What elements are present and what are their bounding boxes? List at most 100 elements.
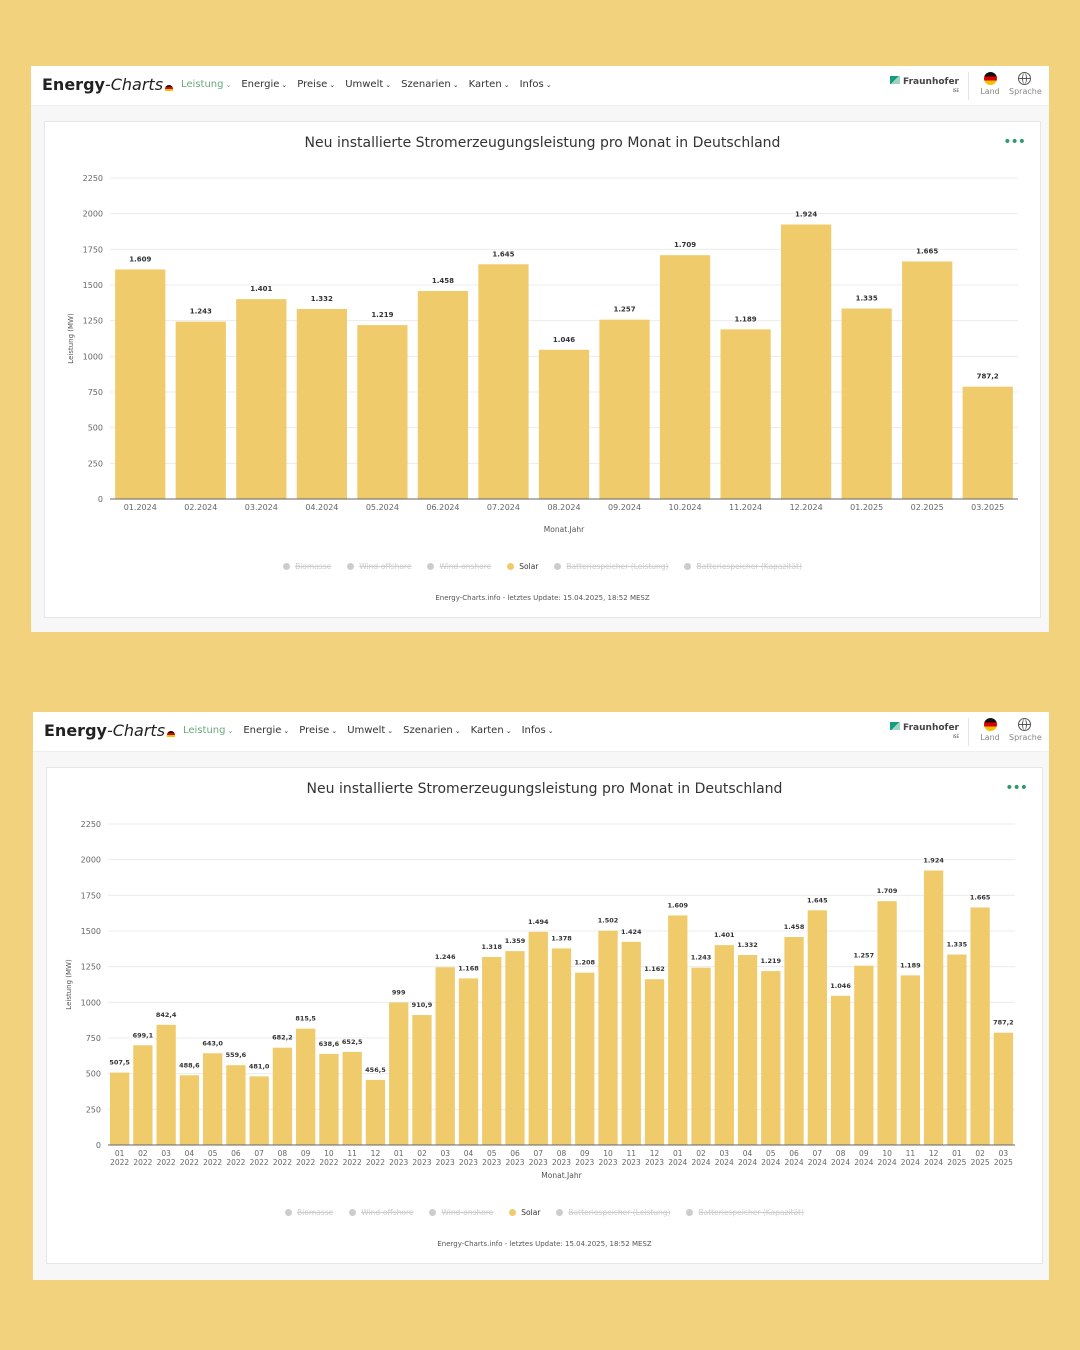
menu-leistung[interactable]: Leistung ⌄ xyxy=(183,725,233,736)
menu-energie[interactable]: Energie ⌄ xyxy=(241,79,287,90)
bar xyxy=(737,954,758,1145)
x-tick-label: 02 xyxy=(138,1149,148,1158)
bar-chart: 0 250 500 750 1000 1250 1500 1750 2000 2250 Leistu… xyxy=(67,174,1018,534)
data-label: 1.609 xyxy=(668,901,689,909)
y-tick-label: 1750 xyxy=(81,891,101,900)
x-tick-label: 05 xyxy=(208,1149,218,1158)
bar xyxy=(296,1028,316,1145)
legend-item[interactable]: Batteriespeicher (Leistung) xyxy=(554,562,668,571)
bar xyxy=(854,965,874,1145)
menu-umwelt[interactable]: Umwelt ⌄ xyxy=(347,725,393,736)
legend-item[interactable]: Biomasse xyxy=(285,1208,333,1217)
menu-szenarien[interactable]: Szenarien ⌄ xyxy=(401,79,458,90)
legend-item[interactable]: Wind-offshore xyxy=(347,562,411,571)
legend-item[interactable]: Wind-offshore xyxy=(349,1208,413,1217)
data-label: 456,5 xyxy=(365,1066,386,1074)
x-tick-label: 12.2024 xyxy=(790,503,823,512)
land-button[interactable]: Land xyxy=(975,72,1005,96)
menu-szenarien[interactable]: Szenarien ⌄ xyxy=(403,725,460,736)
legend-label: Batteriespeicher (Kapazität) xyxy=(698,1208,804,1217)
chart-footer: Energy-Charts.info - letztes Update: 15.… xyxy=(437,1240,652,1248)
x-tick-label: 04 xyxy=(185,1149,195,1158)
menu-infos[interactable]: Infos ⌄ xyxy=(520,79,552,90)
chevron-down-icon: ⌄ xyxy=(281,81,288,89)
x-tick-label: 08.2024 xyxy=(547,503,580,512)
bar xyxy=(528,931,548,1145)
y-tick-label: 1000 xyxy=(83,352,103,361)
bar xyxy=(621,941,641,1145)
energy-charts-logo[interactable]: Energy-Charts xyxy=(44,721,176,740)
y-tick-label: 1000 xyxy=(81,998,101,1007)
data-label: 1.189 xyxy=(735,315,757,323)
energy-charts-logo[interactable]: Energy-Charts xyxy=(42,75,174,94)
legend-item[interactable]: Biomasse xyxy=(283,562,331,571)
y-axis-title: Leistung (MW) xyxy=(67,313,75,364)
land-button[interactable]: Land xyxy=(975,718,1005,742)
x-tick-label: 2023 xyxy=(552,1158,571,1167)
bar xyxy=(784,936,804,1145)
y-tick-label: 1500 xyxy=(83,281,103,290)
menu-preise[interactable]: Preise ⌄ xyxy=(297,79,335,90)
x-tick-label: 2022 xyxy=(273,1158,292,1167)
bar xyxy=(109,1072,130,1145)
legend-item[interactable]: Batteriespeicher (Leistung) xyxy=(556,1208,670,1217)
x-tick-label: 03 xyxy=(161,1149,171,1158)
data-label: 1.709 xyxy=(877,887,898,895)
menu-karten[interactable]: Karten ⌄ xyxy=(471,725,512,736)
legend-dot-icon xyxy=(556,1209,564,1216)
x-tick-label: 04 xyxy=(464,1149,474,1158)
legend-dot-icon xyxy=(686,1209,694,1216)
legend-item[interactable]: Solar xyxy=(509,1208,540,1217)
x-tick-label: 2024 xyxy=(761,1158,780,1167)
x-tick-label: 05.2024 xyxy=(366,503,399,512)
bar xyxy=(175,321,226,499)
bar xyxy=(417,290,469,499)
data-label: 481,0 xyxy=(249,1062,270,1070)
sprache-button[interactable]: Sprache xyxy=(1009,718,1042,742)
bar xyxy=(435,967,455,1145)
chevron-down-icon: ⌄ xyxy=(385,81,392,89)
x-tick-label: 2022 xyxy=(226,1158,245,1167)
bar xyxy=(249,1076,269,1145)
x-tick-label: 01.2024 xyxy=(124,503,157,512)
legend-label: Solar xyxy=(521,1208,541,1217)
legend-label: Wind-onshore xyxy=(441,1208,494,1217)
legend-label: Batteriespeicher (Leistung) xyxy=(566,562,669,571)
x-tick-label: 2023 xyxy=(529,1158,548,1167)
bar xyxy=(505,951,525,1145)
menu-leistung[interactable]: Leistung ⌄ xyxy=(181,79,231,90)
x-tick-label: 01 xyxy=(673,1149,683,1158)
legend-item[interactable]: Wind-onshore xyxy=(429,1208,493,1217)
legend-item[interactable]: Solar xyxy=(507,562,538,571)
bar xyxy=(599,319,650,499)
menu-karten[interactable]: Karten ⌄ xyxy=(469,79,510,90)
more-options-icon[interactable]: ••• xyxy=(1003,134,1026,150)
legend-item[interactable]: Batteriespeicher (Kapazität) xyxy=(686,1208,804,1217)
data-label: 1.494 xyxy=(528,918,549,926)
data-label: 1.609 xyxy=(129,255,151,263)
x-tick-label: 2024 xyxy=(878,1158,897,1167)
menu-label: Umwelt xyxy=(345,79,384,90)
legend-item[interactable]: Wind-onshore xyxy=(427,562,491,571)
fraunhofer-logo[interactable]: Fraunhofer ISE xyxy=(890,722,959,739)
sprache-button[interactable]: Sprache xyxy=(1009,72,1042,96)
more-options-icon[interactable]: ••• xyxy=(1005,780,1028,796)
legend-item[interactable]: Batteriespeicher (Kapazität) xyxy=(684,562,802,571)
bar xyxy=(877,901,897,1145)
fraunhofer-logo[interactable]: Fraunhofer ISE xyxy=(890,76,959,93)
chart-footer: Energy-Charts.info - letztes Update: 15.… xyxy=(435,594,650,602)
german-flag-icon xyxy=(983,72,997,85)
x-tick-label: 2023 xyxy=(436,1158,455,1167)
data-label: 1.645 xyxy=(492,250,514,258)
chevron-down-icon: ⌄ xyxy=(225,81,232,89)
legend-dot-icon xyxy=(347,563,355,570)
menu-preise[interactable]: Preise ⌄ xyxy=(299,725,337,736)
x-tick-label: 04 xyxy=(743,1149,753,1158)
menu-umwelt[interactable]: Umwelt ⌄ xyxy=(345,79,391,90)
legend-label: Batteriespeicher (Kapazität) xyxy=(696,562,802,571)
bar xyxy=(389,1002,409,1145)
menu-energie[interactable]: Energie ⌄ xyxy=(243,725,289,736)
bar xyxy=(538,349,590,499)
menu-infos[interactable]: Infos ⌄ xyxy=(522,725,554,736)
bar xyxy=(761,971,781,1145)
